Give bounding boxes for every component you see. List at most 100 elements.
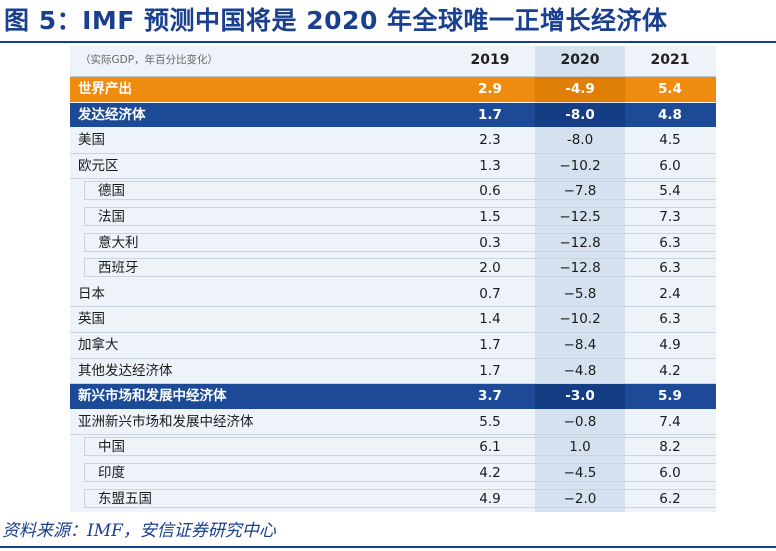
row-separator — [70, 332, 716, 333]
row-label: 加拿大 — [78, 337, 119, 353]
table-row: 中国 6.1 1.0 8.2 — [70, 435, 716, 460]
row-separator — [70, 434, 716, 436]
cell-2020: 1.0 — [569, 439, 591, 456]
cell-2021: 6.3 — [659, 234, 681, 251]
cell-2019: 2.9 — [478, 81, 502, 97]
cell-2020: −5.8 — [563, 285, 597, 302]
row-label: 日本 — [78, 285, 105, 302]
cell-2021: 4.2 — [659, 362, 681, 379]
table-row: 新兴市场和发展中经济体 3.7 -3.0 5.9 — [70, 384, 716, 409]
figure-title: 图 5：IMF 预测中国将是 2020 年全球唯一正增长经济体 — [4, 6, 668, 35]
cell-2019: 1.7 — [478, 106, 502, 123]
cell-2021: 6.3 — [659, 260, 681, 277]
table-row: 发达经济体 1.7 -8.0 4.8 — [70, 102, 716, 128]
cell-2021: 5.4 — [658, 81, 682, 97]
cell-2021: 7.3 — [659, 209, 681, 225]
unit-note: （实际GDP，年百分比变化） — [80, 54, 219, 66]
cell-2019: 2.3 — [479, 132, 501, 149]
sub-region-box — [84, 463, 716, 482]
cell-2021: 5.4 — [659, 183, 681, 200]
cell-2020: −2.0 — [563, 490, 597, 507]
cell-2020: −12.8 — [559, 260, 601, 277]
cell-2019: 5.5 — [479, 413, 501, 430]
table-row: 亚洲新兴市场和发展中经济体 5.5 −0.8 7.4 — [70, 410, 716, 435]
row-label: 印度 — [98, 465, 125, 481]
row-separator — [70, 306, 716, 308]
row-separator — [70, 357, 716, 359]
cell-2020: −12.5 — [559, 209, 601, 225]
sub-region-box — [84, 258, 716, 278]
row-label: 西班牙 — [98, 260, 139, 277]
cell-2019: 1.3 — [479, 157, 501, 174]
cell-2020: −10.2 — [559, 311, 601, 328]
row-label: 欧元区 — [78, 157, 119, 174]
table-header: （实际GDP，年百分比变化） 2019 2020 2021 — [70, 46, 716, 77]
cell-2021: 6.3 — [659, 311, 681, 328]
table-row: 加拿大 1.7 −8.4 4.9 — [70, 333, 716, 358]
cell-2019: 3.7 — [478, 388, 502, 405]
cell-2021: 6.0 — [659, 157, 681, 174]
row-label: 发达经济体 — [78, 106, 146, 123]
gdp-forecast-table: （实际GDP，年百分比变化） 2019 2020 2021 世界产出 2.9 -4.… — [70, 46, 716, 512]
row-label: 法国 — [98, 209, 125, 225]
row-separator — [70, 383, 716, 385]
cell-2020: −7.8 — [563, 183, 597, 200]
row-label: 美国 — [78, 132, 105, 149]
cell-2019: 1.7 — [479, 337, 501, 353]
table-row: 欧元区 1.3 −10.2 6.0 — [70, 154, 716, 179]
table-row: 世界产出 2.9 -4.9 5.4 — [70, 77, 716, 102]
row-label: 世界产出 — [78, 81, 132, 97]
row-label: 亚洲新兴市场和发展中经济体 — [78, 413, 254, 430]
cell-2020: -8.0 — [535, 102, 625, 128]
cell-2021: 8.2 — [659, 439, 681, 456]
cell-2021: 6.0 — [659, 465, 681, 481]
cell-2021: 7.4 — [659, 413, 681, 430]
table-row: 印度 4.2 −4.5 6.0 — [70, 461, 716, 486]
cell-2020: −4.5 — [563, 465, 597, 481]
table-row: 东盟五国 4.9 −2.0 6.2 — [70, 487, 716, 512]
table-row: 意大利 0.3 −12.8 6.3 — [70, 231, 716, 256]
row-label: 中国 — [98, 439, 125, 456]
cell-2021: 6.2 — [659, 490, 681, 507]
row-label: 英国 — [78, 311, 105, 328]
row-label: 其他发达经济体 — [78, 362, 173, 379]
cell-2020: −10.2 — [559, 157, 601, 174]
year-header-2021: 2021 — [650, 52, 690, 68]
row-separator — [70, 178, 716, 180]
table-row: 日本 0.7 −5.8 2.4 — [70, 282, 716, 307]
cell-2020: -3.0 — [535, 384, 625, 409]
cell-2019: 0.3 — [479, 234, 501, 251]
table-row: 英国 1.4 −10.2 6.3 — [70, 307, 716, 332]
cell-2019: 4.2 — [479, 465, 501, 481]
table-row: 美国 2.3 -8.0 4.5 — [70, 128, 716, 153]
sub-region-box — [84, 437, 716, 457]
source-note: 资料来源：IMF，安信证券研究中心 — [2, 521, 276, 541]
row-label: 德国 — [98, 183, 125, 200]
cell-2019: 6.1 — [479, 439, 501, 456]
cell-2019: 1.7 — [479, 362, 501, 379]
cell-2021: 4.8 — [658, 106, 682, 123]
title-rule — [0, 41, 776, 43]
cell-2020: −4.8 — [563, 362, 597, 379]
row-separator — [70, 152, 716, 154]
bottom-rule — [0, 546, 776, 548]
cell-2019: 4.9 — [479, 490, 501, 507]
cell-2019: 0.6 — [479, 183, 501, 200]
cell-2021: 2.4 — [659, 285, 681, 302]
cell-2020: -4.9 — [535, 77, 625, 102]
row-label: 意大利 — [98, 234, 139, 251]
table-row: 西班牙 2.0 −12.8 6.3 — [70, 256, 716, 281]
header-rule — [70, 76, 716, 77]
table-row: 德国 0.6 −7.8 5.4 — [70, 179, 716, 204]
cell-2020: -8.0 — [566, 132, 594, 149]
cell-2021: 5.9 — [658, 388, 682, 405]
sub-region-box — [84, 181, 716, 201]
row-label: 东盟五国 — [98, 490, 152, 507]
sub-region-box — [84, 207, 716, 226]
cell-2020: −12.8 — [559, 234, 601, 251]
cell-2019: 1.4 — [479, 311, 501, 328]
row-label: 新兴市场和发展中经济体 — [78, 388, 227, 405]
cell-2020: −0.8 — [563, 413, 597, 430]
sub-region-box — [84, 232, 716, 252]
sub-region-box — [84, 488, 716, 508]
